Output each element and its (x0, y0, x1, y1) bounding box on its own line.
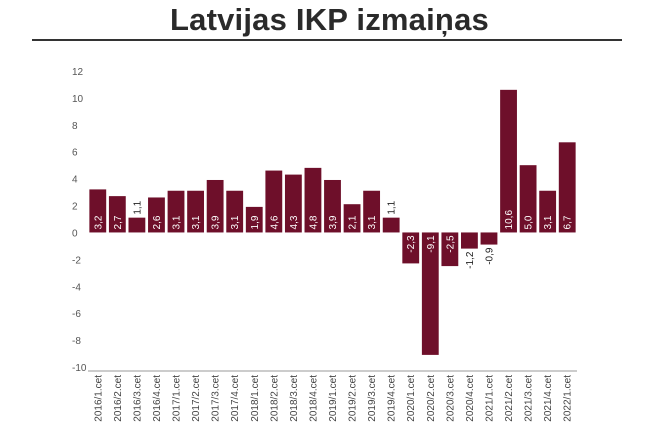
data-label: -9,1 (426, 235, 437, 253)
x-tick-label: 2018/2.cet (269, 375, 280, 422)
data-label: 10,6 (504, 210, 515, 230)
bar (402, 232, 420, 264)
data-label: -2,5 (445, 235, 456, 253)
data-label: 2,1 (348, 215, 359, 229)
bar (519, 165, 537, 233)
data-label: 2,6 (152, 215, 163, 229)
x-tick-label: 2021/1.cet (484, 375, 495, 422)
data-label: 1,9 (250, 215, 261, 229)
data-label: 3,1 (543, 215, 554, 229)
y-tick-label: 10 (72, 94, 84, 105)
title-divider (32, 39, 622, 41)
bar (480, 232, 498, 245)
bar (421, 232, 439, 355)
y-tick-label: 4 (72, 175, 78, 186)
data-label: -0,9 (484, 247, 495, 265)
x-tick-label: 2017/4.cet (230, 375, 241, 422)
x-tick-label: 2021/4.cet (543, 375, 554, 422)
x-tick-label: 2018/4.cet (308, 375, 319, 422)
x-tick-label: 2020/4.cet (465, 375, 476, 422)
x-tick-label: 2020/1.cet (406, 375, 417, 422)
bar (187, 190, 204, 233)
x-tick-label: 2022/1.cet (563, 375, 574, 422)
data-label: 3,1 (191, 215, 202, 229)
data-label: 2,7 (113, 215, 124, 229)
data-label: 4,3 (289, 215, 300, 229)
bar (265, 170, 283, 233)
bar (206, 179, 224, 233)
y-tick-label: -2 (72, 255, 81, 266)
y-tick-label: 6 (72, 148, 78, 159)
data-label: 5,0 (524, 215, 535, 229)
bar (304, 167, 322, 233)
bar (324, 179, 341, 233)
x-tick-label: 2021/2.cet (504, 375, 515, 422)
data-label: 1,1 (132, 200, 143, 214)
bar (89, 189, 107, 233)
x-tick-label: 2020/2.cet (426, 375, 437, 422)
y-tick-label: -4 (72, 282, 81, 293)
x-tick-label: 2019/2.cet (348, 375, 359, 422)
bar (500, 89, 517, 233)
bar (148, 197, 165, 233)
x-tick-label: 2016/4.cet (152, 375, 163, 422)
x-tick-label: 2020/3.cet (445, 375, 456, 422)
data-label: 3,1 (172, 215, 183, 229)
bar (108, 196, 126, 233)
data-label: -1,2 (465, 251, 476, 269)
bar (343, 204, 361, 233)
x-tick-label: 2017/1.cet (172, 375, 183, 422)
data-label: -2,3 (406, 235, 417, 253)
bar (167, 190, 185, 233)
x-tick-label: 2018/1.cet (250, 375, 261, 422)
x-tick-label: 2018/3.cet (289, 375, 300, 422)
bar (363, 190, 381, 233)
data-label: 3,1 (367, 215, 378, 229)
bar (461, 232, 478, 249)
x-tick-label: 2021/3.cet (524, 375, 535, 422)
y-tick-label: 0 (72, 228, 78, 239)
data-label: 4,6 (269, 215, 280, 229)
data-label: 3,1 (230, 215, 241, 229)
data-label: 3,9 (328, 215, 339, 229)
y-tick-label: 2 (72, 202, 78, 213)
data-label: 3,9 (211, 215, 222, 229)
x-tick-label: 2016/3.cet (132, 375, 143, 422)
data-label: 1,1 (387, 200, 398, 214)
bar (226, 190, 244, 233)
x-tick-label: 2019/3.cet (367, 375, 378, 422)
x-tick-label: 2017/2.cet (191, 375, 202, 422)
data-label: 6,7 (563, 215, 574, 229)
x-tick-label: 2016/2.cet (113, 375, 124, 422)
x-tick-label: 2019/4.cet (387, 375, 398, 422)
y-tick-label: -6 (72, 309, 81, 320)
x-tick-label: 2016/1.cet (93, 375, 104, 422)
x-tick-label: 2019/1.cet (328, 375, 339, 422)
data-label: 4,8 (308, 215, 319, 229)
bar (441, 232, 459, 267)
y-tick-label: 8 (72, 121, 78, 132)
bar (245, 206, 263, 233)
y-tick-label: -10 (72, 363, 87, 374)
bar (539, 190, 557, 233)
chart-title: Latvijas IKP izmaiņas (170, 2, 489, 37)
x-tick-label: 2017/3.cet (211, 375, 222, 422)
bar (128, 217, 146, 233)
bar (284, 174, 302, 233)
y-tick-label: 12 (72, 67, 84, 78)
bar (558, 142, 576, 233)
data-label: 3,2 (93, 215, 104, 229)
y-tick-label: -8 (72, 336, 81, 347)
bar (382, 217, 400, 233)
